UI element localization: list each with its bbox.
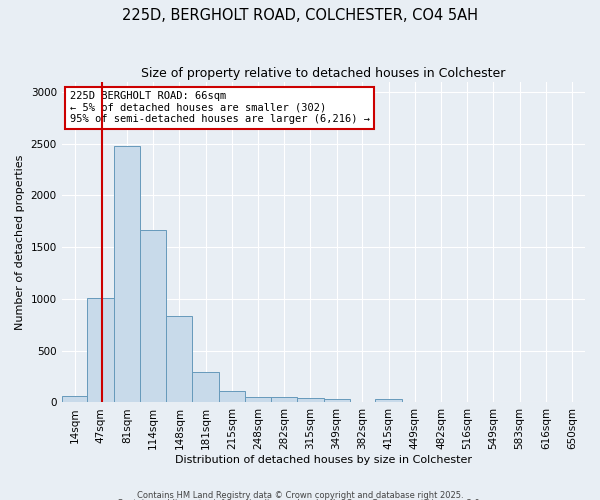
Bar: [219, 391, 245, 402]
Text: Contains HM Land Registry data © Crown copyright and database right 2025.: Contains HM Land Registry data © Crown c…: [137, 490, 463, 500]
Bar: [88, 298, 114, 403]
Bar: [166, 316, 193, 402]
Y-axis label: Number of detached properties: Number of detached properties: [15, 154, 25, 330]
Bar: [297, 398, 324, 402]
Bar: [271, 397, 297, 402]
Bar: [140, 230, 166, 402]
Title: Size of property relative to detached houses in Colchester: Size of property relative to detached ho…: [141, 68, 506, 80]
Text: 225D, BERGHOLT ROAD, COLCHESTER, CO4 5AH: 225D, BERGHOLT ROAD, COLCHESTER, CO4 5AH: [122, 8, 478, 22]
Bar: [114, 146, 140, 403]
Bar: [62, 396, 88, 402]
Bar: [245, 397, 271, 402]
Bar: [324, 400, 350, 402]
X-axis label: Distribution of detached houses by size in Colchester: Distribution of detached houses by size …: [175, 455, 472, 465]
Text: 225D BERGHOLT ROAD: 66sqm
← 5% of detached houses are smaller (302)
95% of semi-: 225D BERGHOLT ROAD: 66sqm ← 5% of detach…: [70, 92, 370, 124]
Bar: [193, 372, 219, 402]
Bar: [376, 400, 402, 402]
